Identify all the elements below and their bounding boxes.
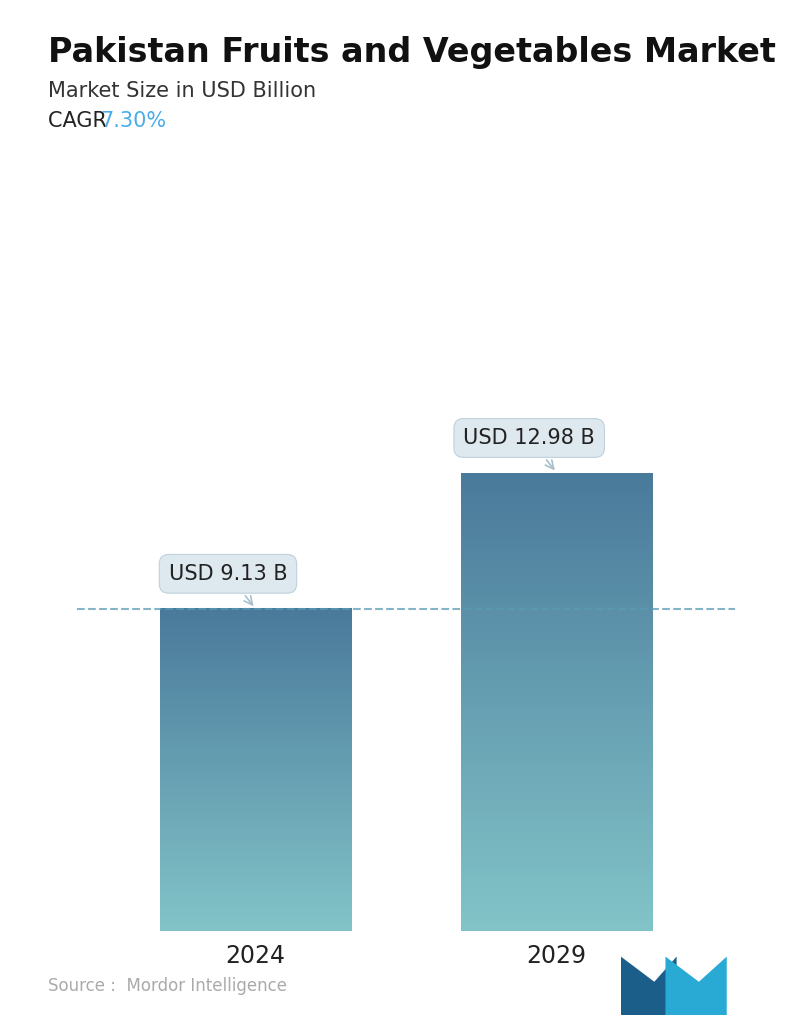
Polygon shape: [665, 956, 727, 1015]
Text: Market Size in USD Billion: Market Size in USD Billion: [48, 81, 316, 100]
Text: 7.30%: 7.30%: [100, 111, 166, 130]
Polygon shape: [621, 956, 677, 1015]
Text: USD 9.13 B: USD 9.13 B: [169, 564, 287, 605]
Text: USD 12.98 B: USD 12.98 B: [463, 428, 595, 469]
Text: Pakistan Fruits and Vegetables Market: Pakistan Fruits and Vegetables Market: [48, 36, 775, 69]
Text: CAGR: CAGR: [48, 111, 120, 130]
Text: Source :  Mordor Intelligence: Source : Mordor Intelligence: [48, 977, 287, 995]
